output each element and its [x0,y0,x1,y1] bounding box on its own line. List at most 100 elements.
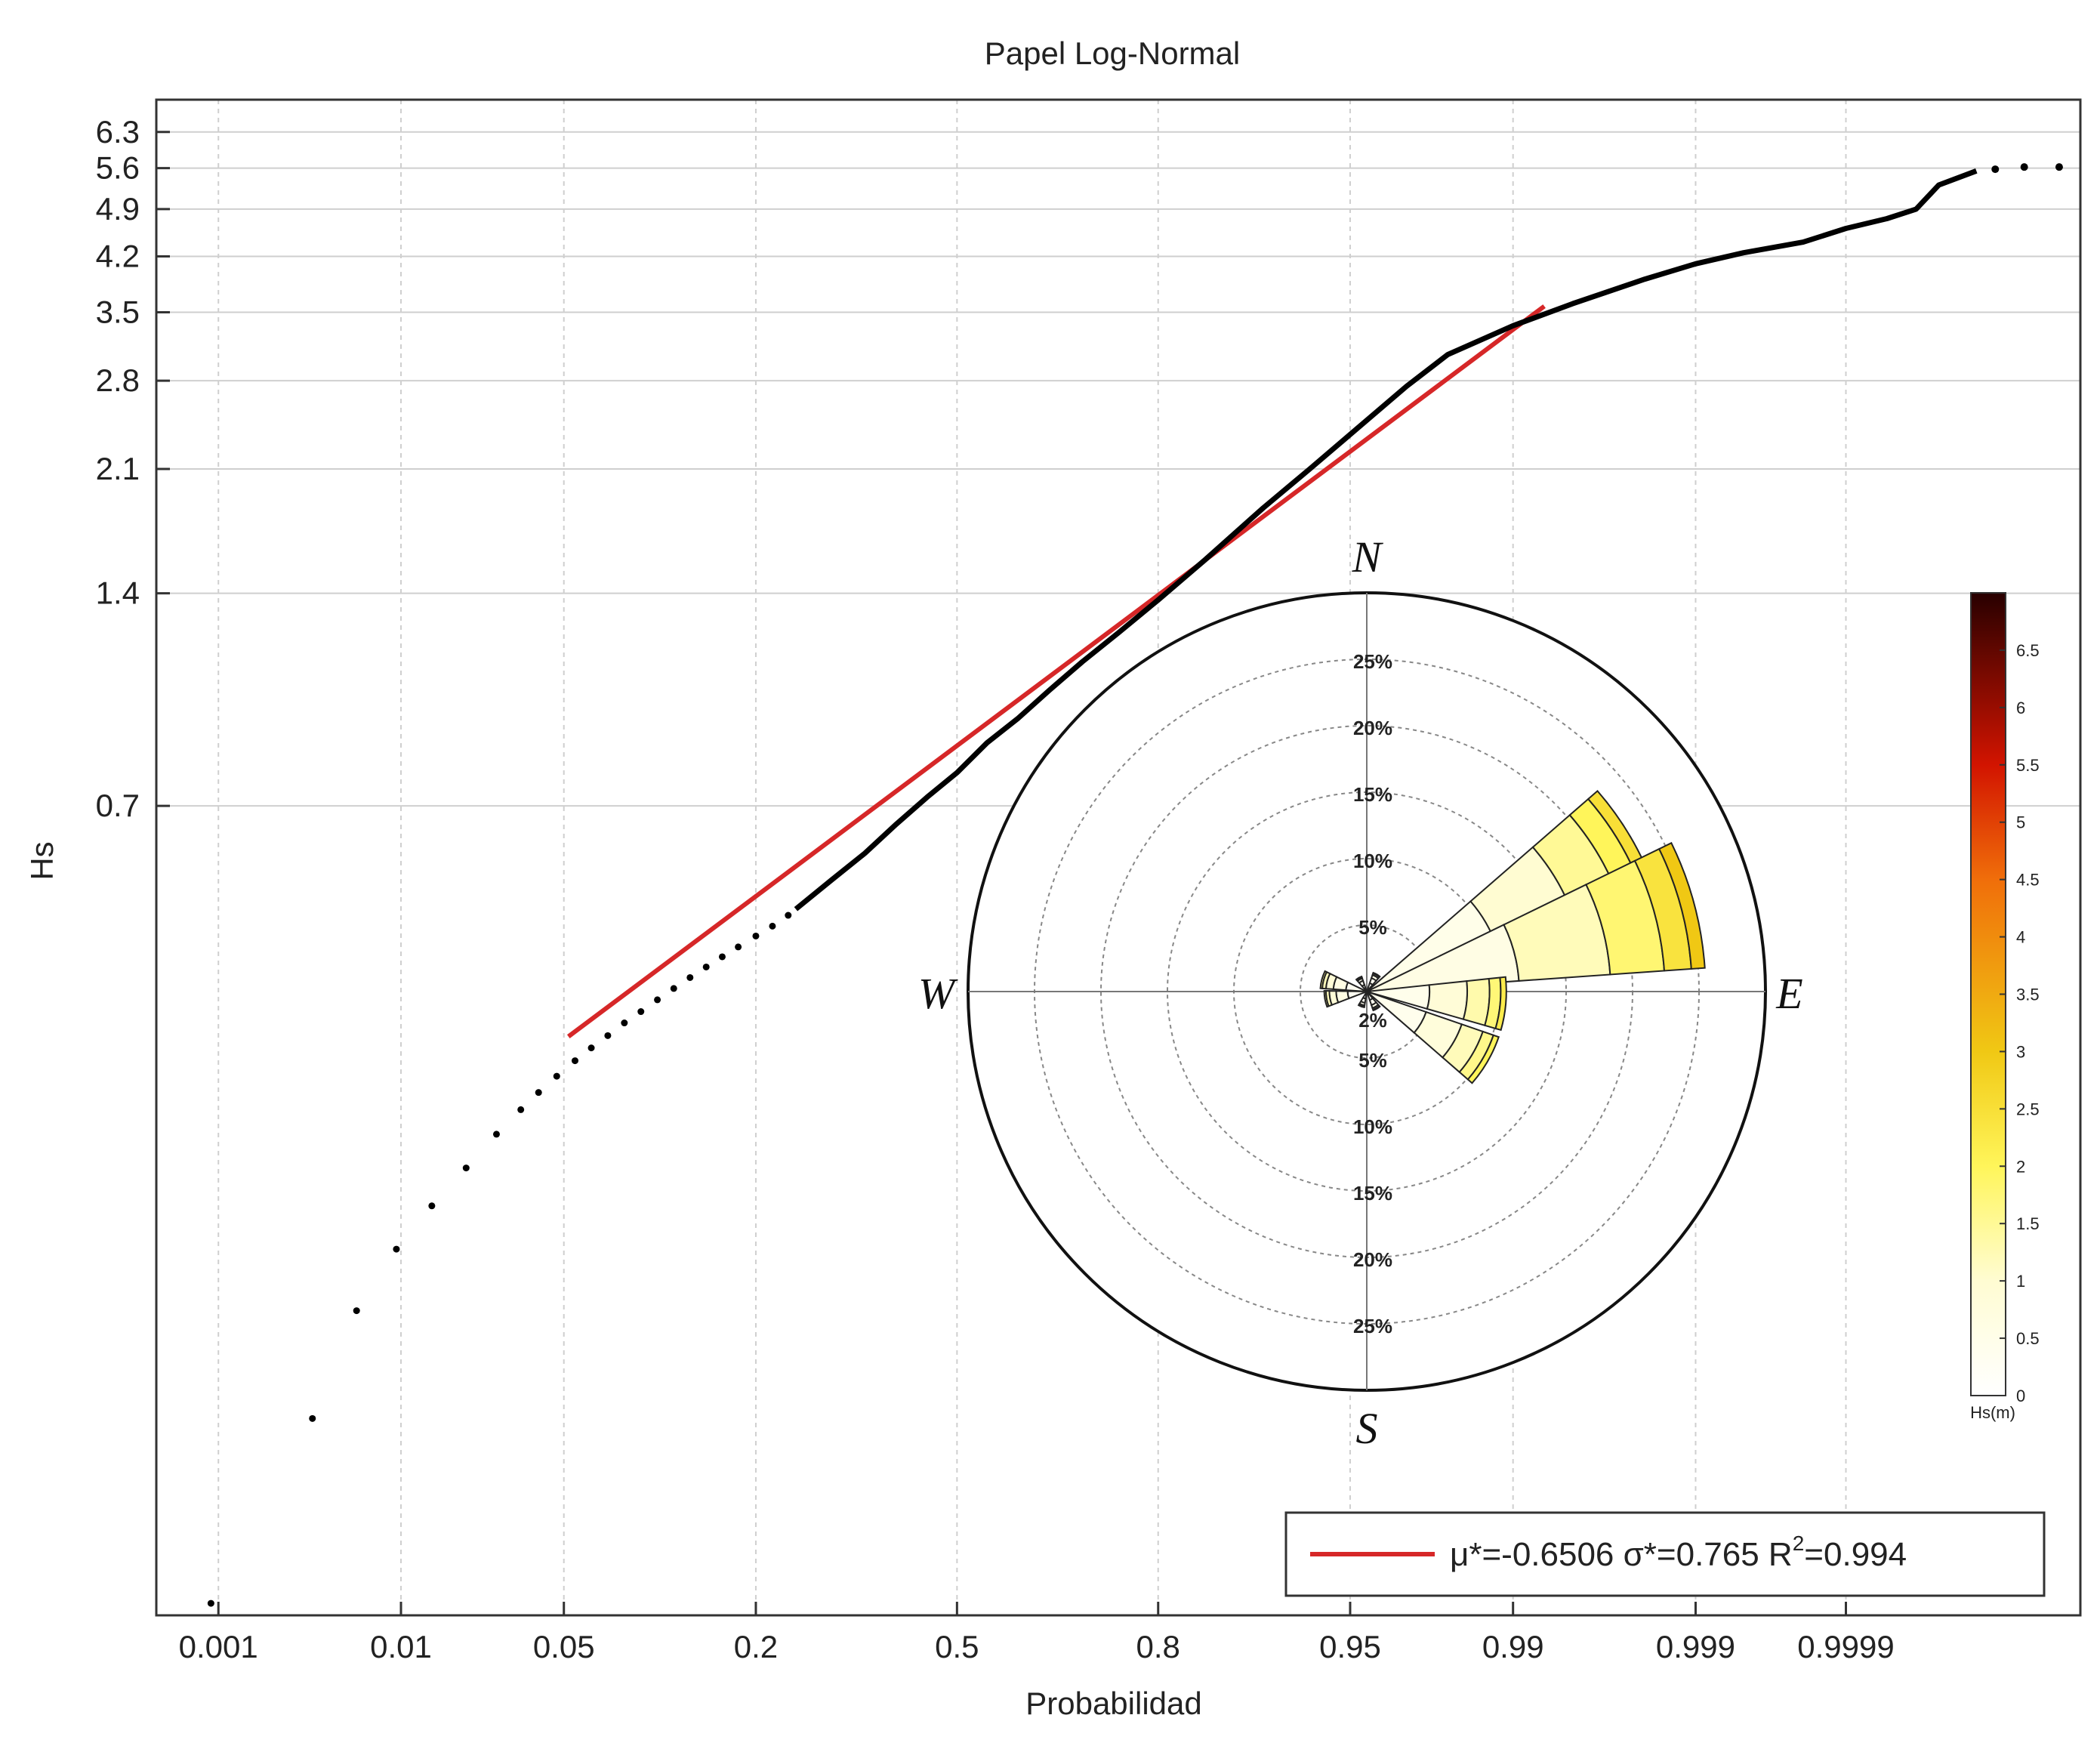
data-point [428,1202,436,1210]
rose-ring-label: 5% [1358,916,1387,939]
data-point-tail [1991,165,2000,174]
rose-petal-segment [1323,990,1330,1008]
colorbar: 0 0.5 1 1.5 2 2.5 3 3.5 4 4.5 5 5.5 6 6.5 Hs(m) [1970,592,2040,1422]
data-point-tail [2055,163,2063,171]
y-tick-label: 2.1 [96,451,140,486]
data-point-tail [2020,163,2028,171]
x-tick-label: 0.999 [1656,1629,1735,1664]
data-point [604,1032,612,1039]
colorbar-tick-label: 6.5 [2016,641,2040,660]
data-point [462,1164,470,1172]
data-point [553,1072,560,1080]
colorbar-tick-label: 0 [2016,1387,2025,1405]
rose-ring-label: 2% [1358,1009,1387,1032]
data-point [571,1057,578,1065]
chart-title: Papel Log-Normal [985,35,1241,71]
rose-petal-segment [1357,1004,1365,1009]
data-point [769,922,776,930]
data-point [621,1019,628,1027]
rose-petals [1319,790,1706,1084]
wind-rose-inset: 5% 10% 15% 20% 25% 2% 5% 10% 15% 20% 25% N S E W [918,532,1803,1453]
rose-ring-label: 5% [1358,1049,1387,1072]
rose-petal-segment [1371,1004,1381,1012]
rose-ring-label: 15% [1353,1182,1392,1205]
colorbar-tick-label: 3 [2016,1042,2025,1061]
empirical-data-layer [207,163,2063,1607]
data-point [670,985,677,992]
legend-entry-sup: 2 [1793,1532,1805,1555]
x-tick-label: 0.5 [935,1629,979,1664]
x-tick-label: 0.2 [734,1629,778,1664]
colorbar-tick-label: 4 [2016,928,2025,947]
data-point [735,943,742,951]
y-tick-label: 2.8 [96,362,140,398]
colorbar-tick-label: 5 [2016,813,2025,832]
colorbar-tick-label: 4.5 [2016,871,2040,890]
rose-petal-segment [1355,975,1363,982]
y-tick-label: 1.4 [96,575,140,611]
rose-direction-n: N [1352,532,1384,581]
x-tick-label: 0.001 [179,1629,258,1664]
colorbar-tick-label: 1.5 [2016,1214,2040,1233]
x-axis-label: Probabilidad [1025,1686,1202,1721]
y-tick-label: 5.6 [96,150,140,186]
data-point [207,1599,214,1607]
rose-ring-label: 20% [1353,1248,1392,1271]
colorbar-tick-label: 2.5 [2016,1100,2040,1118]
rose-petal-segment [1466,1034,1500,1084]
data-point [686,973,694,981]
y-tick-label: 0.7 [96,788,140,823]
data-point [637,1008,645,1016]
data-point [752,932,760,939]
rose-ring-label: 10% [1353,850,1392,872]
data-point [785,912,792,919]
data-point [517,1106,525,1113]
y-tick-label: 3.5 [96,295,140,330]
data-point [535,1089,542,1097]
data-point [393,1245,400,1253]
rose-petal-segment [1371,971,1381,979]
y-axis-label: Hs [24,841,60,880]
legend-entry-tail: =0.994 [1804,1536,1907,1573]
x-axis-ticks: 0.001 0.01 0.05 0.2 0.5 0.8 0.95 0.99 0.999 0.999… [179,1602,1895,1664]
rose-ring-label: 25% [1353,1315,1392,1337]
rose-ring-label: 20% [1353,717,1392,739]
rose-ring-label: 25% [1353,650,1392,673]
x-tick-label: 0.99 [1482,1629,1544,1664]
empirical-curve [794,168,1978,912]
plot-frame [155,98,2082,1617]
data-point [702,963,710,970]
colorbar-tick-label: 0.5 [2016,1329,2040,1348]
x-tick-label: 0.9999 [1797,1629,1894,1664]
data-point [587,1044,595,1052]
colorbar-tick-label: 1 [2016,1272,2025,1291]
rose-direction-s: S [1356,1404,1378,1453]
y-tick-label: 6.3 [96,114,140,150]
fit-line [566,304,1546,1038]
legend-entry-main: μ*=-0.6506 σ*=0.765 R [1450,1536,1793,1573]
fit-line-layer [566,304,1546,1038]
colorbar-tick-label: 5.5 [2016,756,2040,775]
data-point [654,996,661,1004]
rose-ring-label: 15% [1353,783,1392,806]
rose-ring-label: 10% [1353,1115,1392,1138]
data-point [353,1307,360,1315]
y-tick-label: 4.2 [96,238,140,273]
rose-direction-w: W [918,969,958,1018]
legend-entry-label: μ*=-0.6506 σ*=0.765 R2=0.994 [1450,1532,1907,1573]
rose-petal-segment [1319,970,1328,989]
legend: μ*=-0.6506 σ*=0.765 R2=0.994 [1284,1511,2046,1597]
x-tick-label: 0.8 [1136,1629,1180,1664]
rose-petal-segment [1494,976,1507,1032]
data-point [718,953,726,961]
data-point [309,1414,316,1422]
x-tick-label: 0.05 [533,1629,595,1664]
rose-direction-e: E [1775,969,1802,1018]
data-point [492,1131,500,1138]
y-axis-ticks: 0.7 1.4 2.1 2.8 3.5 4.2 4.9 5.66.3 [96,114,170,823]
colorbar-tick-label: 3.5 [2016,986,2040,1004]
colorbar-label: Hs(m) [1970,1403,2015,1422]
rose-petal-segment [1462,977,1491,1027]
rose-petal-segment [1657,841,1706,970]
